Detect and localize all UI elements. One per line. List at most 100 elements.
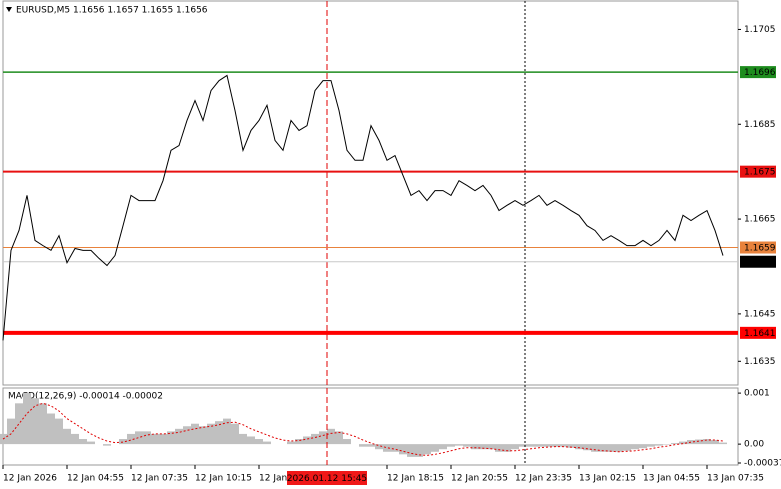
macd-bar	[447, 444, 455, 447]
macd-bar	[487, 444, 495, 450]
macd-bar	[183, 426, 191, 445]
macd-bar	[511, 444, 519, 450]
current-price-label: 1.1656	[744, 258, 776, 268]
cursor-label: 2026.01.12 15:45	[287, 474, 367, 484]
macd-bar	[415, 444, 423, 457]
macd-bar	[63, 428, 71, 445]
macd-bar	[583, 444, 591, 451]
macd-bar	[295, 439, 303, 445]
macd-bar	[663, 444, 671, 445]
x-tick-label: 12 Jan 10:15	[195, 474, 252, 484]
macd-bar	[535, 444, 543, 447]
macd-bar	[423, 444, 431, 455]
x-tick-label: 12 Jan 18:15	[387, 474, 444, 484]
macd-bar	[607, 444, 615, 452]
macd-bar	[15, 403, 23, 445]
macd-bar	[399, 444, 407, 455]
macd-bar	[463, 444, 471, 447]
macd-bar	[543, 444, 551, 447]
macd-bar	[175, 428, 183, 445]
macd-bar	[599, 444, 607, 452]
macd-bar	[671, 443, 679, 445]
macd-bar	[639, 444, 647, 449]
macd-bar	[551, 444, 559, 447]
x-tick-label: 12 Jan 04:55	[67, 474, 124, 484]
macd-bar	[719, 442, 727, 445]
macd-frame	[2, 387, 739, 466]
macd-bar	[319, 431, 327, 445]
macd-bar	[87, 441, 95, 445]
macd-bar	[439, 444, 447, 450]
main-frame	[2, 0, 739, 386]
macd-bar	[471, 444, 479, 450]
macd-bar	[151, 433, 159, 445]
macd-bar	[31, 398, 39, 445]
macd-bar	[71, 433, 79, 445]
macd-title: MACD(12,26,9) -0.00014 -0.00002	[8, 392, 163, 402]
macd-bar	[655, 444, 663, 446]
level-label-box	[740, 326, 776, 339]
macd-bar	[79, 439, 87, 445]
macd-bar	[615, 444, 623, 452]
macd-bar	[199, 426, 207, 445]
x-tick-label: 13 Jan 07:35	[707, 474, 764, 484]
macd-bar	[375, 444, 383, 450]
macd-bar	[127, 433, 135, 445]
macd-bar	[455, 444, 463, 446]
x-tick-label: 13 Jan 02:15	[579, 474, 636, 484]
macd-bar	[567, 444, 575, 448]
y-tick-label: 0.001	[744, 389, 770, 399]
macd-bar	[167, 431, 175, 445]
y-tick-label: 1.1635	[744, 357, 776, 367]
macd-bar	[327, 428, 335, 445]
macd-bar	[263, 441, 271, 445]
macd-bar	[55, 418, 63, 445]
level-label: 1.1641	[744, 329, 776, 339]
macd-bar	[103, 444, 111, 446]
macd-bar	[559, 444, 567, 447]
macd-bar	[335, 431, 343, 445]
macd-bar	[479, 444, 487, 450]
macd-bar	[343, 439, 351, 445]
macd-bar	[159, 433, 167, 445]
level-label: 1.1659	[744, 244, 776, 254]
price-line	[2, 74, 724, 341]
macd-bar	[47, 413, 55, 445]
macd-bar	[383, 444, 391, 452]
level-label-box	[740, 66, 776, 79]
macd-bar	[311, 433, 319, 445]
current-price-box	[740, 255, 776, 268]
macd-bar	[239, 433, 247, 445]
x-tick-label: 13 Jan 04:55	[643, 474, 700, 484]
macd-bar	[231, 423, 239, 445]
x-tick-label: 12 Jan 07:35	[131, 474, 188, 484]
macd-bar	[679, 441, 687, 445]
cursor-label-box	[287, 471, 367, 485]
level-label: 1.1675	[744, 168, 776, 178]
macd-bar	[431, 444, 439, 452]
macd-bar	[647, 444, 655, 447]
macd-bar	[287, 441, 295, 445]
macd-bar	[23, 393, 31, 445]
macd-bar	[135, 431, 143, 445]
y-tick-label: 1.1705	[744, 25, 776, 35]
macd-bar	[695, 439, 703, 445]
macd-bar	[631, 444, 639, 450]
y-tick-label: 0.00	[744, 440, 764, 450]
macd-bar	[503, 444, 511, 452]
macd-bar	[687, 440, 695, 445]
macd-bar	[359, 444, 367, 447]
y-tick-label: 1.1665	[744, 215, 776, 225]
level-label-box	[740, 165, 776, 178]
x-tick-label: 12 Jan 2026	[3, 474, 57, 484]
signal-line	[2, 402, 724, 456]
level-label: 1.1696	[744, 68, 776, 78]
macd-bar	[191, 423, 199, 445]
macd-bar	[143, 431, 151, 445]
macd-bar	[119, 439, 127, 445]
macd-bar	[39, 403, 47, 445]
macd-bar	[7, 418, 15, 445]
y-tick-label: -0.00037	[744, 459, 781, 469]
macd-bar	[527, 444, 535, 447]
